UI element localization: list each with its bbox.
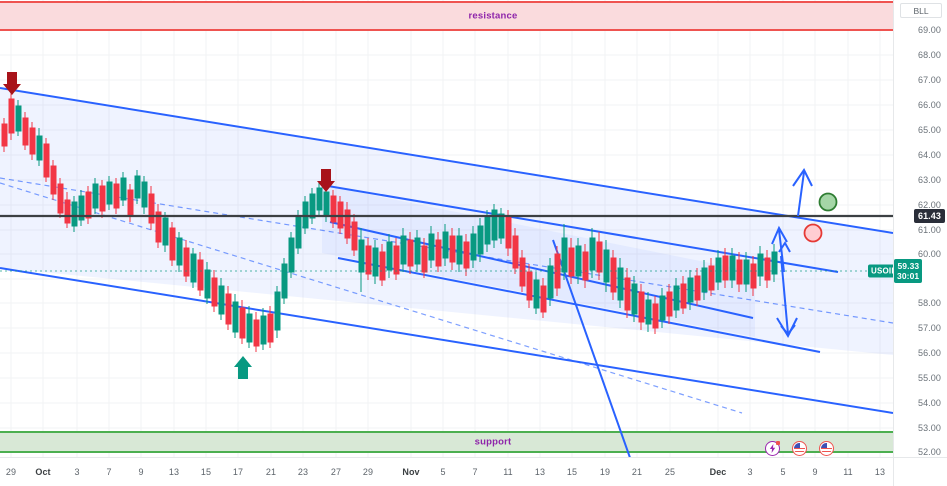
- time-tick: 21: [631, 467, 643, 477]
- time-axis[interactable]: 29 Oct 3 7 9 13 15 17 21 23 27 29 Nov 5 …: [0, 457, 893, 486]
- zones-layer[interactable]: [0, 0, 893, 457]
- candlestick-series[interactable]: [0, 0, 893, 457]
- time-tick: 11: [503, 467, 513, 477]
- fan-line-layer[interactable]: [0, 0, 893, 457]
- time-tick: 3: [747, 467, 753, 477]
- projection-zigzag-arrow[interactable]: [771, 225, 791, 273]
- symbol-tag-on-line: USOIL: [868, 264, 893, 278]
- event-alert-dot: [776, 441, 780, 445]
- time-tick: Nov: [402, 467, 420, 477]
- price-tick: 67.00: [917, 75, 941, 85]
- secondary-channel-fill: [322, 185, 755, 337]
- bar-countdown: 30:01: [897, 271, 920, 281]
- target-circle-green[interactable]: [818, 192, 838, 212]
- time-tick: 15: [200, 467, 212, 477]
- price-tick: 52.00: [917, 447, 941, 457]
- time-tick: 11: [843, 467, 853, 477]
- time-tick: 5: [440, 467, 446, 477]
- axis-corner: [893, 457, 947, 486]
- time-tick: 7: [106, 467, 112, 477]
- price-tick: 64.00: [917, 150, 941, 160]
- time-tick: 9: [138, 467, 144, 477]
- projection-up-arrow[interactable]: [792, 168, 813, 217]
- price-axis[interactable]: BLL 69.00 68.00 67.00 66.00 65.00 64.00 …: [893, 0, 947, 486]
- price-plot-pane[interactable]: resistance support USOIL: [0, 0, 893, 457]
- time-tick: 29: [362, 467, 374, 477]
- last-price-badge[interactable]: 59.33 30:01: [894, 259, 923, 283]
- time-tick: 29: [5, 467, 17, 477]
- event-us-icon-1[interactable]: [792, 441, 807, 456]
- time-tick: 23: [297, 467, 309, 477]
- fan-dashed-line: [0, 182, 743, 414]
- price-tick: 62.00: [917, 200, 941, 210]
- price-tick: 54.00: [917, 398, 941, 408]
- price-tick: 63.00: [917, 175, 941, 185]
- candles: [1, 93, 778, 352]
- target-circle-red[interactable]: [803, 223, 823, 243]
- price-tick: 55.00: [917, 373, 941, 383]
- secondary-channel-lower: [337, 257, 821, 353]
- event-volatility-icon[interactable]: [765, 441, 780, 456]
- price-tick: 68.00: [917, 50, 941, 60]
- price-tick: 66.00: [917, 100, 941, 110]
- price-tick: 57.00: [917, 323, 941, 333]
- time-tick: 27: [330, 467, 342, 477]
- price-tick: 53.00: [917, 423, 941, 433]
- price-tick: 60.00: [917, 249, 941, 259]
- us-flag-icon: [794, 443, 805, 454]
- support-zone[interactable]: [0, 431, 893, 453]
- time-tick: 9: [812, 467, 818, 477]
- buy-arrow-1[interactable]: [234, 356, 252, 379]
- projection-down-arrow[interactable]: [776, 255, 798, 339]
- resistance-zone-label: resistance: [468, 10, 518, 22]
- horizontal-line-price-label[interactable]: 61.43: [913, 209, 945, 223]
- sell-arrow-1[interactable]: [3, 72, 21, 95]
- last-price-value: 59.33: [897, 261, 920, 271]
- time-tick: 15: [566, 467, 578, 477]
- steep-trend-line: [552, 239, 631, 457]
- time-tick: 17: [232, 467, 244, 477]
- main-channel-upper: [0, 87, 893, 234]
- time-tick: 7: [472, 467, 478, 477]
- time-tick: 13: [168, 467, 180, 477]
- forecast-layer[interactable]: [0, 0, 893, 457]
- price-tick: 58.00: [917, 298, 941, 308]
- event-us-icon-2[interactable]: [819, 441, 834, 456]
- trade-markers-layer[interactable]: [0, 0, 893, 457]
- time-tick: 5: [780, 467, 786, 477]
- price-lines-layer[interactable]: [0, 0, 893, 457]
- resistance-zone[interactable]: [0, 1, 893, 31]
- time-tick: Oct: [35, 467, 51, 477]
- price-tick: 65.00: [917, 125, 941, 135]
- time-tick: 13: [534, 467, 546, 477]
- time-tick: 13: [874, 467, 886, 477]
- time-tick: Dec: [709, 467, 727, 477]
- secondary-channel-upper: [321, 184, 839, 273]
- time-tick: 25: [664, 467, 676, 477]
- time-tick: 21: [265, 467, 277, 477]
- support-zone-label: support: [474, 436, 512, 448]
- price-tick: 56.00: [917, 348, 941, 358]
- price-tick: 61.00: [917, 225, 941, 235]
- time-tick: 3: [74, 467, 80, 477]
- time-tick: 19: [599, 467, 611, 477]
- price-tick: 69.00: [917, 25, 941, 35]
- sell-arrow-2[interactable]: [317, 169, 335, 192]
- main-channel-lower: [0, 267, 893, 414]
- scale-mode-badge[interactable]: BLL: [900, 3, 942, 18]
- us-flag-icon: [821, 443, 832, 454]
- lightning-bolt-icon: [769, 444, 776, 453]
